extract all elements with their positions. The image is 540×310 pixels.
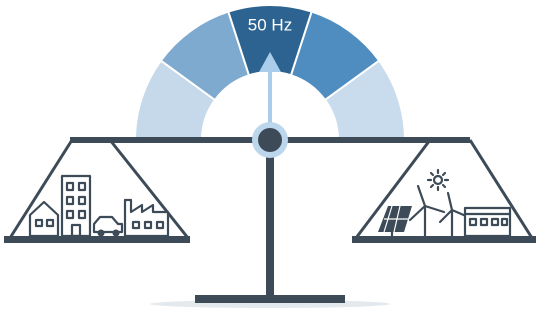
pivot — [258, 128, 282, 152]
scale-illustration: 50 Hz — [0, 0, 540, 310]
page: 50 Hz — [0, 0, 540, 310]
right-pan — [352, 140, 536, 243]
gauge-label: 50 Hz — [248, 15, 292, 34]
left-pan — [4, 140, 190, 243]
post — [266, 140, 274, 298]
